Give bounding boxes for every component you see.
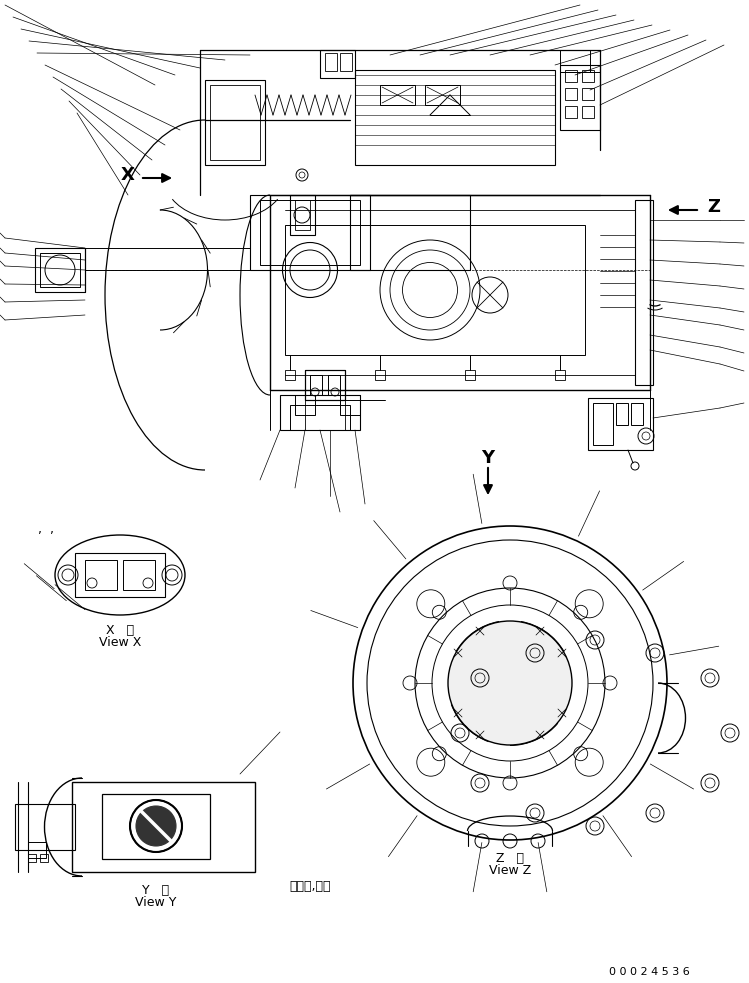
Bar [40, 253, 80, 287]
Bar [380, 85, 415, 105]
Bar [355, 70, 555, 165]
Bar [85, 560, 117, 590]
Circle shape [448, 621, 572, 745]
Text: Y: Y [482, 449, 494, 467]
Bar [340, 395, 360, 415]
Text: X   視: X 視 [106, 623, 134, 637]
Bar [588, 398, 653, 450]
Bar [210, 85, 260, 160]
Text: ・・・,・・: ・・・,・・ [289, 881, 331, 894]
Bar [350, 195, 470, 270]
Text: View X: View X [99, 637, 142, 650]
Bar [123, 560, 155, 590]
Text: View Y: View Y [136, 896, 177, 908]
Bar [582, 106, 594, 118]
Bar [560, 65, 600, 130]
Bar [565, 70, 577, 82]
Bar [565, 88, 577, 100]
Bar [290, 195, 315, 235]
Bar [28, 854, 36, 862]
Bar [555, 370, 565, 380]
Text: Y   視: Y 視 [142, 884, 169, 896]
Bar [565, 106, 577, 118]
Bar [631, 403, 643, 425]
Bar [560, 50, 590, 72]
Bar [280, 395, 360, 430]
Bar [328, 375, 340, 395]
Text: ,  ,: , , [38, 524, 54, 537]
Bar [85, 248, 250, 270]
Bar [582, 88, 594, 100]
Bar [320, 50, 355, 78]
Bar [40, 854, 48, 862]
Bar [290, 405, 350, 430]
Bar [260, 200, 360, 265]
Bar [635, 200, 653, 385]
Bar [593, 403, 613, 445]
Bar [295, 200, 310, 230]
Bar [375, 370, 385, 380]
Bar [616, 403, 628, 425]
Bar [250, 195, 370, 270]
Bar [285, 225, 585, 355]
Bar [205, 80, 265, 165]
Bar [425, 85, 460, 105]
Bar [15, 804, 75, 850]
Text: X: X [121, 166, 135, 184]
Bar [28, 842, 46, 858]
Text: View Z: View Z [489, 863, 531, 877]
Bar [465, 370, 475, 380]
Bar [582, 70, 594, 82]
Bar [72, 782, 255, 872]
Bar [310, 375, 322, 395]
Bar [285, 370, 295, 380]
Circle shape [136, 806, 176, 846]
Bar [305, 370, 345, 400]
Text: Z: Z [708, 198, 721, 216]
Bar [305, 370, 345, 400]
Bar [325, 53, 337, 71]
Bar [35, 248, 85, 292]
Text: Z   視: Z 視 [496, 851, 524, 864]
Bar [340, 53, 352, 71]
Bar [75, 553, 165, 597]
Text: 0 0 0 2 4 5 3 6: 0 0 0 2 4 5 3 6 [609, 967, 690, 977]
Bar [295, 395, 315, 415]
Bar [102, 794, 210, 859]
